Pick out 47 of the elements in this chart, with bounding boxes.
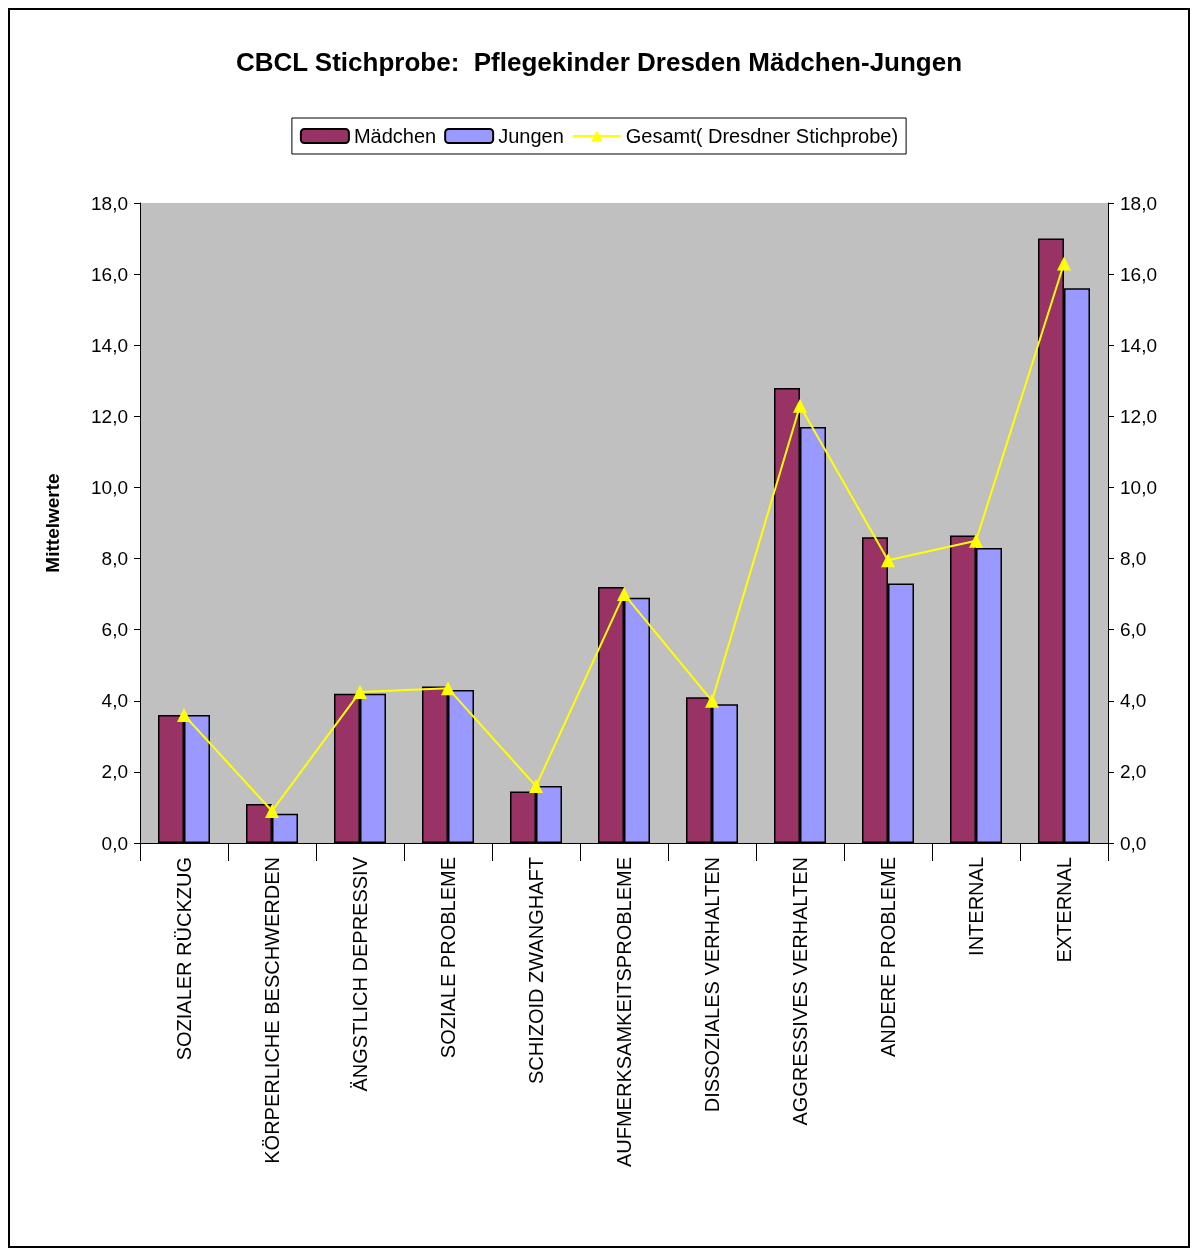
- y2-tick-label: 10,0: [1120, 476, 1157, 498]
- y2-tick-label: 12,0: [1120, 405, 1157, 427]
- x-tick-label: SOZIALE PROBLEME: [437, 857, 459, 1059]
- x-tick-label: ÄNGSTLICH DEPRESSIV: [349, 856, 371, 1092]
- legend-label: Mädchen: [353, 125, 437, 147]
- y2-tick-label: 8,0: [1120, 548, 1147, 570]
- y2-tick-label: 18,0: [1120, 192, 1157, 214]
- point: [177, 708, 191, 722]
- x-tick-label: INTERNAL: [965, 857, 987, 956]
- x-tick-label: KÖRPERLICHE BESCHWERDEN: [261, 857, 283, 1164]
- y-tick-label: 0,0: [101, 832, 128, 854]
- y-tick-label: 12,0: [91, 405, 128, 427]
- chart-title: CBCL Stichprobe: Pflegekinder Dresden Mädchen-Jungen: [235, 47, 963, 77]
- point: [441, 681, 455, 696]
- x-tick-label: ANDERE PROBLEME: [877, 857, 899, 1058]
- y-tick-label: 6,0: [101, 619, 128, 641]
- y2-tick-label: 6,0: [1120, 619, 1147, 641]
- x-tick-label: AUFMERKSAMKEITSPROBLEME: [613, 857, 635, 1168]
- x-tick-label: DISSOZIALES VERHALTEN: [701, 857, 723, 1113]
- point: [353, 684, 367, 699]
- point: [705, 693, 719, 708]
- x-tick-label: SCHIZOID ZWANGHAFT: [525, 857, 547, 1085]
- y-tick-label: 2,0: [101, 761, 128, 783]
- point: [529, 779, 543, 794]
- y-axis-title: Mittelwerte: [42, 473, 63, 573]
- point: [265, 804, 279, 818]
- y-tick-label: 4,0: [101, 690, 128, 712]
- point: [617, 587, 631, 602]
- legend-label: Gesamt( Dresdner Stichprobe): [625, 125, 899, 147]
- x-tick-label: SOZIALER RÜCKZUG: [173, 857, 195, 1061]
- legend-label: Jungen: [498, 125, 564, 147]
- y2-tick-label: 0,0: [1120, 832, 1147, 854]
- y-tick-label: 8,0: [101, 548, 128, 570]
- point: [793, 398, 807, 413]
- point: [969, 533, 983, 548]
- y-tick-label: 18,0: [91, 192, 128, 214]
- y2-tick-label: 4,0: [1120, 690, 1147, 712]
- point: [1057, 256, 1071, 271]
- x-tick-label: EXTERNAL: [1053, 857, 1075, 963]
- y2-tick-label: 14,0: [1120, 334, 1157, 356]
- y-tick-label: 16,0: [91, 263, 128, 285]
- y-tick-label: 14,0: [91, 334, 128, 356]
- y-tick-label: 10,0: [91, 476, 128, 498]
- point: [881, 553, 895, 568]
- y2-tick-label: 16,0: [1120, 263, 1157, 285]
- y2-tick-label: 2,0: [1120, 761, 1147, 783]
- x-tick-label: AGGRESSIVES VERHALTEN: [789, 857, 811, 1126]
